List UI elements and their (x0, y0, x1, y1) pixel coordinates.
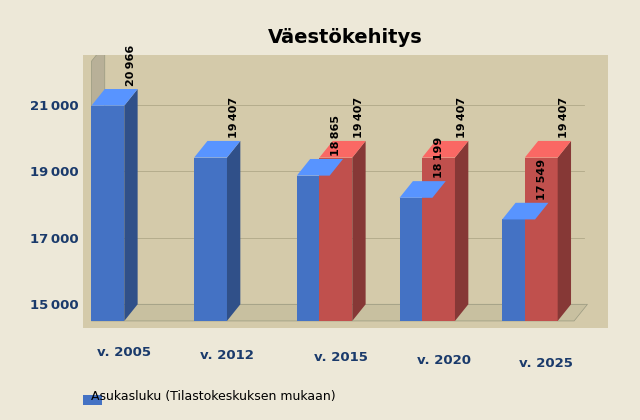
Title: Väestökehitys: Väestökehitys (268, 29, 423, 47)
Polygon shape (535, 203, 548, 321)
Polygon shape (319, 141, 365, 158)
Polygon shape (352, 141, 365, 321)
Text: v. 2012: v. 2012 (200, 349, 254, 362)
Text: v. 2025: v. 2025 (520, 357, 573, 370)
Text: 19 407: 19 407 (354, 97, 364, 138)
Bar (525, 158, 557, 321)
Bar (319, 158, 352, 321)
Polygon shape (422, 141, 468, 158)
Polygon shape (297, 159, 343, 176)
Text: v. 2005: v. 2005 (97, 346, 151, 359)
Bar (422, 158, 455, 321)
Bar (194, 158, 227, 321)
Polygon shape (557, 141, 571, 321)
Polygon shape (502, 203, 548, 219)
Text: 18 199: 18 199 (434, 137, 444, 178)
Text: 20 966: 20 966 (126, 45, 136, 87)
Text: Asukasluku (Tilastokeskuksen mukaan): Asukasluku (Tilastokeskuksen mukaan) (83, 390, 336, 403)
Bar (502, 219, 535, 321)
Polygon shape (92, 89, 138, 106)
Polygon shape (330, 159, 343, 321)
Text: v. 2020: v. 2020 (417, 354, 470, 367)
Text: 18 865: 18 865 (332, 116, 341, 156)
Polygon shape (455, 141, 468, 321)
Text: 19 407: 19 407 (457, 97, 467, 138)
Polygon shape (124, 89, 138, 321)
Bar (297, 176, 330, 321)
Polygon shape (399, 181, 445, 198)
Text: 19 407: 19 407 (228, 97, 239, 138)
Polygon shape (433, 181, 445, 321)
Text: 19 407: 19 407 (559, 97, 570, 138)
Polygon shape (227, 141, 241, 321)
Text: v. 2015: v. 2015 (314, 351, 368, 364)
Bar (92, 106, 124, 321)
Polygon shape (92, 304, 588, 321)
Polygon shape (525, 141, 571, 158)
Bar (399, 198, 433, 321)
Polygon shape (92, 45, 105, 321)
Polygon shape (194, 141, 241, 158)
Text: 17 549: 17 549 (537, 159, 547, 200)
